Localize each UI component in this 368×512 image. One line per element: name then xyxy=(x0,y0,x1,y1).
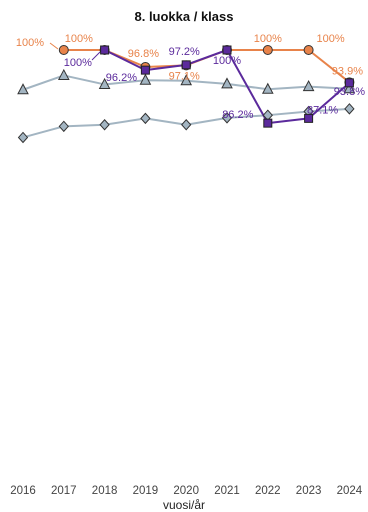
series-markers xyxy=(17,45,356,144)
series-1-point-2019 xyxy=(140,65,150,75)
series-3-point-2019 xyxy=(140,112,151,125)
series-1-label-2020: 97.2% xyxy=(169,46,200,58)
series-1-point-2020 xyxy=(181,60,191,70)
x-tick-2016: 2016 xyxy=(10,485,36,497)
x-tick-2022: 2022 xyxy=(255,485,281,497)
series-1-point-2024 xyxy=(344,78,354,88)
series-0-label-2024: 93.9% xyxy=(332,65,363,77)
x-tick-2021: 2021 xyxy=(214,485,240,497)
series-0-point-2017 xyxy=(58,45,69,55)
series-2-point-2024 xyxy=(343,82,356,94)
series-1-label-2023: 87.1% xyxy=(307,104,338,116)
chart-title: 8. luokka / klass xyxy=(134,9,233,24)
series-0-label-2020: 97.1% xyxy=(169,70,200,82)
x-tick-2018: 2018 xyxy=(92,485,118,497)
series-0-label-2017: 100% xyxy=(65,33,93,45)
series-2-point-2022 xyxy=(261,82,274,94)
series-2-point-2017 xyxy=(57,68,70,80)
series-1-label-2024: 93.8% xyxy=(334,86,365,98)
series-0-point-2022 xyxy=(262,45,273,55)
series-3-point-2024 xyxy=(344,103,355,115)
x-tick-2020: 2020 xyxy=(173,485,199,497)
series-3-point-2021 xyxy=(221,112,233,124)
series-0-label-2019: 96.8% xyxy=(128,48,159,60)
series-1-point-2022 xyxy=(263,118,273,128)
series-3-point-2017 xyxy=(58,120,69,133)
x-tick-2024: 2024 xyxy=(337,485,363,497)
series-1-point-2018 xyxy=(100,45,110,55)
series-1-point-2021 xyxy=(222,45,232,55)
series-3-point-2016 xyxy=(17,131,29,144)
series-0-extra-label-0: 100% xyxy=(16,37,44,49)
x-axis-label: vuosi/år xyxy=(163,498,205,512)
series-1-label-2021: 100% xyxy=(213,55,241,67)
series-0-label-2023: 100% xyxy=(317,33,345,45)
x-tick-2017: 2017 xyxy=(51,485,77,497)
series-0-label-2022: 100% xyxy=(254,33,282,45)
series-2-point-2016 xyxy=(17,83,29,95)
data-labels: 100% 96.8% 97.1% 100% 100% 93.9% 100% 96.2% 97.2… xyxy=(16,33,365,121)
x-axis-ticks: 2016 2017 2018 2019 2020 2021 2022 2023 2024 xyxy=(10,485,363,497)
orange-label-leader xyxy=(49,42,59,50)
purple-label-leader xyxy=(91,51,101,61)
series-1-extra-label-0: 100% xyxy=(64,57,92,69)
series-0-point-2023 xyxy=(303,45,314,55)
series-3-point-2020 xyxy=(181,118,192,131)
x-tick-2023: 2023 xyxy=(296,485,322,497)
series-1-label-2019: 96.2% xyxy=(106,72,137,84)
series-3-point-2018 xyxy=(99,118,110,131)
series-1-label-2022: 86.2% xyxy=(222,109,253,121)
series-2-point-2019 xyxy=(139,73,152,85)
series-2-point-2021 xyxy=(221,77,233,89)
series-2-point-2023 xyxy=(302,79,315,92)
series-1-point-2023 xyxy=(304,113,314,123)
series-2-point-2020 xyxy=(180,74,193,86)
x-tick-2019: 2019 xyxy=(133,485,159,497)
series-2-point-2018 xyxy=(98,77,111,89)
